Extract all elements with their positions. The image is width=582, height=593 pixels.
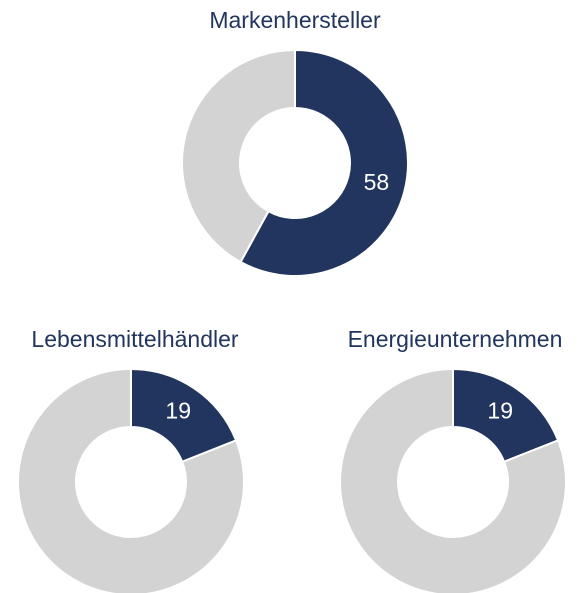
donut-slice (239, 48, 409, 277)
chart-title: Lebensmittelhändler (31, 326, 238, 352)
chart-title: Energieunternehmen (348, 326, 563, 352)
chart-title: Markenhersteller (209, 7, 381, 33)
value-label: 19 (487, 398, 513, 424)
donut-slice (130, 367, 238, 464)
donut-slice (181, 48, 296, 264)
value-label: 58 (364, 169, 390, 195)
value-label: 19 (165, 398, 191, 424)
donut-slice (17, 367, 245, 593)
donut-slice (452, 367, 560, 464)
donut-slice (339, 367, 567, 593)
